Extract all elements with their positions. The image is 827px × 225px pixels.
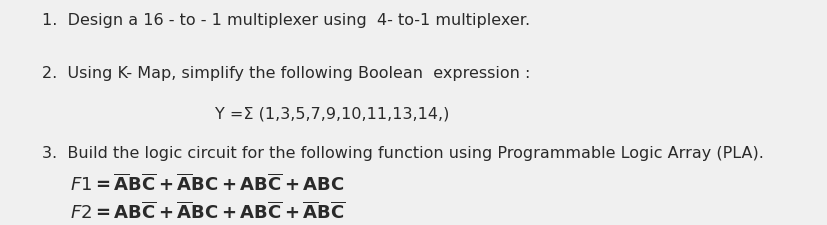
Text: 1.  Design a 16 - to - 1 multiplexer using  4- to-1 multiplexer.: 1. Design a 16 - to - 1 multiplexer usin… bbox=[41, 13, 529, 28]
Text: 3.  Build the logic circuit for the following function using Programmable Logic : 3. Build the logic circuit for the follo… bbox=[41, 145, 762, 160]
Text: $\bf{\it{F1}} = \overline{A}B\overline{C} + \overline{A}BC + AB\overline{C} + AB: $\bf{\it{F1}} = \overline{A}B\overline{C… bbox=[69, 173, 344, 194]
Text: Y =Σ (1,3,5,7,9,10,11,13,14,): Y =Σ (1,3,5,7,9,10,11,13,14,) bbox=[215, 106, 449, 121]
Text: $\bf{\it{F2}} = AB\overline{C} + \overline{A}BC + AB\overline{C} + \overline{A}B: $\bf{\it{F2}} = AB\overline{C} + \overli… bbox=[69, 201, 345, 222]
Text: 2.  Using K- Map, simplify the following Boolean  expression :: 2. Using K- Map, simplify the following … bbox=[41, 66, 529, 81]
